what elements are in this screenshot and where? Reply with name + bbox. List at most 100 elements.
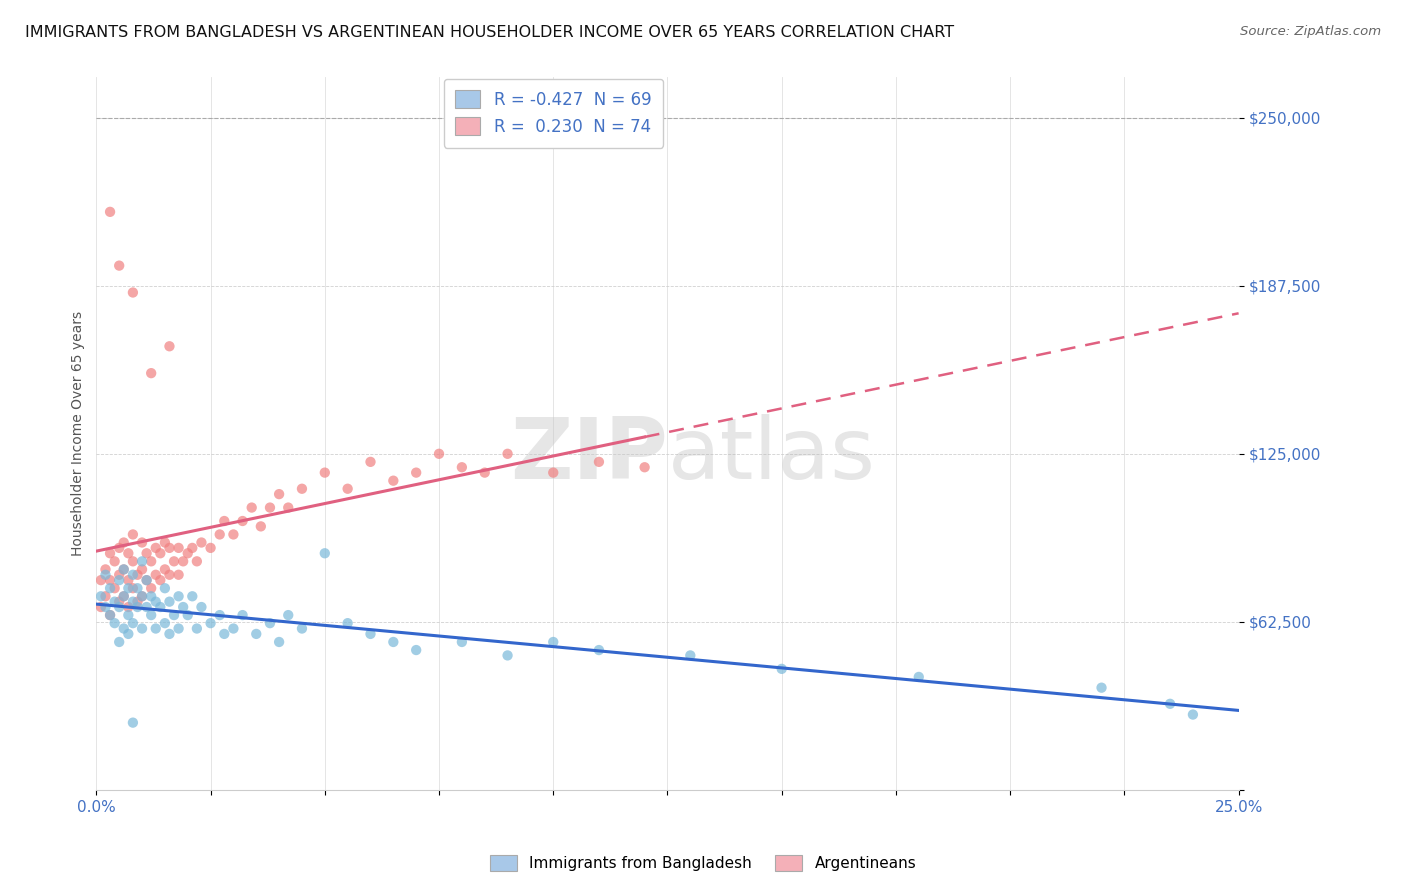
Point — [108, 573, 131, 587]
Point — [232, 514, 254, 528]
Point — [117, 627, 139, 641]
Point — [541, 466, 564, 480]
Point — [250, 519, 273, 533]
Point — [181, 541, 204, 555]
Point — [122, 616, 145, 631]
Point — [496, 447, 519, 461]
Point — [117, 573, 139, 587]
Point — [405, 643, 427, 657]
Point — [108, 595, 131, 609]
Point — [222, 527, 245, 541]
Point — [1181, 707, 1204, 722]
Point — [159, 627, 181, 641]
Point — [360, 627, 382, 641]
Point — [131, 589, 153, 603]
Point — [127, 581, 149, 595]
Point — [131, 622, 153, 636]
Point — [112, 589, 135, 603]
Point — [108, 259, 131, 273]
Point — [167, 541, 190, 555]
Text: ZIP: ZIP — [510, 414, 668, 497]
Point — [245, 627, 267, 641]
Y-axis label: Householder Income Over 65 years: Householder Income Over 65 years — [72, 311, 86, 557]
Text: atlas: atlas — [668, 414, 876, 497]
Point — [108, 600, 131, 615]
Point — [98, 581, 121, 595]
Point — [153, 616, 176, 631]
Point — [117, 600, 139, 615]
Point — [277, 500, 299, 515]
Point — [496, 648, 519, 663]
Point — [149, 600, 172, 615]
Point — [117, 581, 139, 595]
Point — [770, 662, 793, 676]
Point — [131, 535, 153, 549]
Point — [314, 546, 336, 560]
Point — [98, 573, 121, 587]
Point — [145, 541, 167, 555]
Point — [269, 635, 291, 649]
Point — [269, 487, 291, 501]
Point — [145, 567, 167, 582]
Point — [177, 608, 200, 623]
Point — [1159, 697, 1181, 711]
Point — [131, 562, 153, 576]
Point — [451, 460, 474, 475]
Point — [112, 622, 135, 636]
Point — [141, 554, 163, 568]
Point — [94, 562, 117, 576]
Point — [135, 573, 157, 587]
Point — [108, 567, 131, 582]
Point — [127, 595, 149, 609]
Point — [291, 622, 314, 636]
Point — [541, 635, 564, 649]
Point — [149, 546, 172, 560]
Point — [360, 455, 382, 469]
Point — [141, 589, 163, 603]
Point — [122, 715, 145, 730]
Point — [167, 622, 190, 636]
Point — [336, 482, 359, 496]
Point — [122, 527, 145, 541]
Point — [127, 600, 149, 615]
Point — [108, 541, 131, 555]
Point — [679, 648, 702, 663]
Point — [141, 608, 163, 623]
Point — [172, 600, 194, 615]
Point — [94, 589, 117, 603]
Point — [153, 562, 176, 576]
Point — [112, 535, 135, 549]
Point — [122, 285, 145, 300]
Point — [159, 567, 181, 582]
Point — [112, 562, 135, 576]
Legend: R = -0.427  N = 69, R =  0.230  N = 74: R = -0.427 N = 69, R = 0.230 N = 74 — [444, 78, 662, 148]
Point — [1090, 681, 1112, 695]
Point — [240, 500, 263, 515]
Point — [633, 460, 655, 475]
Point — [98, 608, 121, 623]
Point — [112, 562, 135, 576]
Point — [141, 366, 163, 380]
Point — [108, 635, 131, 649]
Point — [104, 581, 127, 595]
Point — [131, 554, 153, 568]
Point — [104, 554, 127, 568]
Point — [474, 466, 496, 480]
Point — [167, 589, 190, 603]
Point — [336, 616, 359, 631]
Point — [122, 554, 145, 568]
Text: Source: ZipAtlas.com: Source: ZipAtlas.com — [1240, 25, 1381, 38]
Point — [163, 608, 186, 623]
Point — [98, 546, 121, 560]
Point — [588, 455, 610, 469]
Point — [131, 589, 153, 603]
Point — [98, 205, 121, 219]
Point — [167, 567, 190, 582]
Point — [172, 554, 194, 568]
Point — [200, 616, 222, 631]
Point — [588, 643, 610, 657]
Point — [159, 339, 181, 353]
Point — [186, 554, 208, 568]
Point — [222, 622, 245, 636]
Point — [405, 466, 427, 480]
